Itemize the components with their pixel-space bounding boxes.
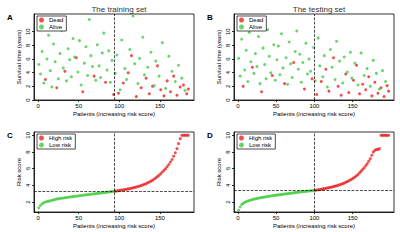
svg-text:A: A	[7, 13, 13, 22]
svg-text:Patients (increasing risk scor: Patients (increasing risk score)	[73, 111, 155, 117]
svg-text:4: 4	[225, 183, 231, 187]
svg-text:Survival time (years): Survival time (years)	[216, 30, 222, 85]
svg-text:150: 150	[155, 215, 166, 221]
svg-text:Low risk: Low risk	[49, 142, 72, 148]
svg-text:2: 2	[225, 200, 231, 204]
svg-text:8: 8	[225, 43, 231, 47]
svg-text:Patients (increasing risk scor: Patients (increasing risk score)	[273, 111, 355, 117]
svg-text:10: 10	[225, 28, 231, 35]
svg-text:8: 8	[25, 43, 31, 47]
svg-text:Patients (increasing risk scor: Patients (increasing risk score)	[273, 223, 355, 229]
svg-text:10: 10	[225, 131, 231, 138]
svg-text:6: 6	[225, 166, 231, 170]
svg-text:4: 4	[25, 70, 31, 74]
svg-text:10: 10	[25, 131, 31, 138]
svg-text:8: 8	[225, 150, 231, 154]
svg-text:0: 0	[36, 103, 40, 109]
svg-text:B: B	[207, 13, 213, 22]
svg-text:6: 6	[25, 166, 31, 170]
svg-text:150: 150	[348, 215, 359, 221]
svg-text:10: 10	[25, 28, 31, 35]
svg-text:0: 0	[225, 98, 231, 102]
svg-text:8: 8	[25, 150, 31, 154]
svg-text:6: 6	[225, 57, 231, 61]
svg-text:Risk score: Risk score	[216, 157, 222, 186]
svg-text:50: 50	[273, 215, 280, 221]
svg-text:0: 0	[236, 103, 240, 109]
svg-text:The testing set: The testing set	[293, 5, 346, 14]
svg-text:2: 2	[225, 84, 231, 88]
svg-text:Alive: Alive	[49, 24, 63, 30]
svg-text:6: 6	[25, 57, 31, 61]
svg-text:0: 0	[236, 215, 240, 221]
svg-text:Alive: Alive	[249, 24, 263, 30]
svg-text:C: C	[7, 131, 13, 140]
svg-text:0: 0	[25, 98, 31, 102]
svg-text:50: 50	[273, 103, 280, 109]
svg-text:100: 100	[309, 103, 320, 109]
svg-text:50: 50	[75, 215, 82, 221]
svg-text:Dead: Dead	[249, 17, 263, 23]
svg-text:150: 150	[348, 103, 359, 109]
svg-text:2: 2	[25, 200, 31, 204]
svg-text:High risk: High risk	[49, 135, 73, 141]
svg-text:High risk: High risk	[249, 135, 273, 141]
svg-text:Dead: Dead	[49, 17, 63, 23]
svg-text:Patients (increasing risk scor: Patients (increasing risk score)	[73, 223, 155, 229]
svg-text:Survival time (years): Survival time (years)	[16, 30, 22, 85]
svg-text:2: 2	[25, 84, 31, 88]
svg-text:100: 100	[309, 215, 320, 221]
svg-text:D: D	[207, 131, 213, 140]
svg-text:150: 150	[155, 103, 166, 109]
svg-text:Low risk: Low risk	[249, 142, 272, 148]
svg-text:4: 4	[225, 70, 231, 74]
svg-text:100: 100	[114, 215, 125, 221]
svg-text:The training set: The training set	[91, 5, 147, 14]
svg-text:4: 4	[25, 183, 31, 187]
svg-text:100: 100	[114, 103, 125, 109]
svg-text:50: 50	[75, 103, 82, 109]
svg-text:0: 0	[36, 215, 40, 221]
svg-text:Risk score: Risk score	[16, 157, 22, 186]
